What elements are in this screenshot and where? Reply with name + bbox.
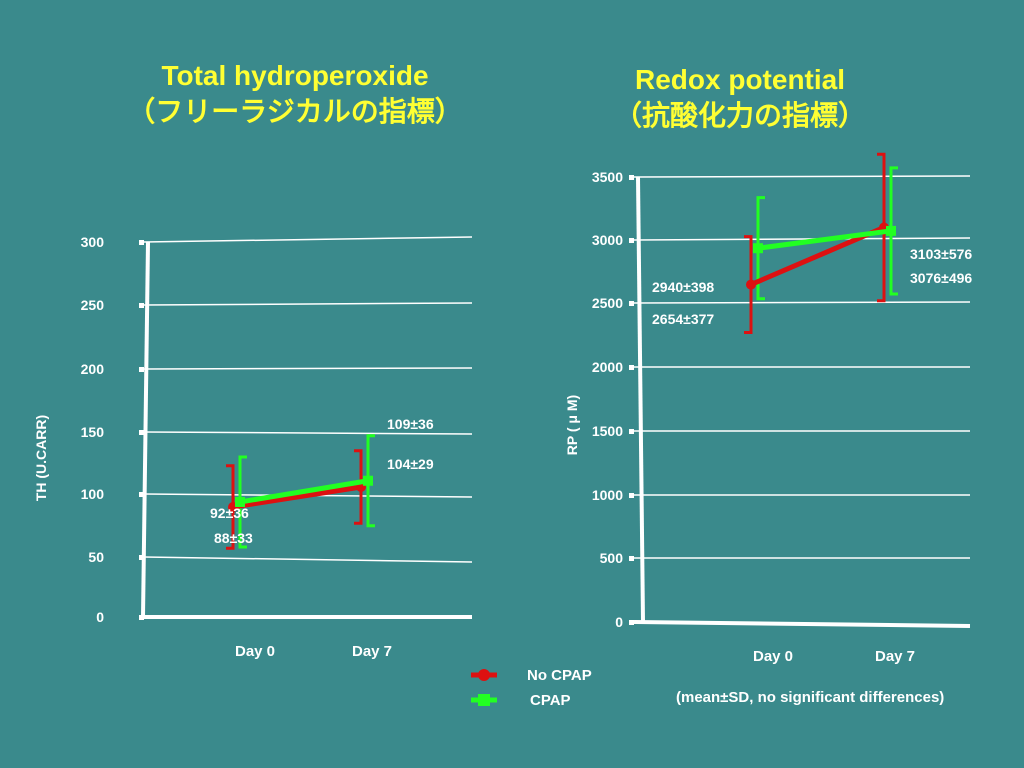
gridline xyxy=(633,237,971,241)
tick-mark xyxy=(629,365,634,370)
gridline xyxy=(143,302,473,306)
gridline xyxy=(143,431,473,435)
y-tick-label: 2000 xyxy=(592,359,623,375)
x-category-label: Day 7 xyxy=(352,643,392,660)
y-axis-line xyxy=(636,176,645,623)
series-line-cpap xyxy=(757,228,892,251)
tick-mark xyxy=(629,429,634,434)
gridline xyxy=(143,556,473,563)
data-label: 3076±496 xyxy=(910,270,972,286)
gridline xyxy=(633,175,971,178)
chart2-subtitle: （抗酸化力の指標） xyxy=(613,100,866,131)
data-label: 3103±576 xyxy=(910,246,972,262)
data-point-cpap xyxy=(363,475,373,486)
chart-total-hydroperoxide: 0 50 100 150 200 250 300 TH (U.CARR) Day 0 Day 7 8… xyxy=(33,234,473,660)
y-tick-label: 3500 xyxy=(592,169,623,185)
data-label: 109±36 xyxy=(387,416,434,432)
y-tick-label: 50 xyxy=(88,549,104,565)
chart1-subtitle: （フリーラジカルの指標） xyxy=(127,96,463,127)
x-category-label: Day 0 xyxy=(753,648,793,665)
y-axis-label: TH (U.CARR) xyxy=(33,415,49,501)
data-point-no-cpap xyxy=(746,279,756,290)
gridline xyxy=(633,301,971,304)
chart2-title-line1: Redox potential xyxy=(634,64,845,95)
y-tick-label: 0 xyxy=(615,614,623,630)
chart2-title: Redox potential （抗酸化力の指標） xyxy=(540,62,940,134)
y-tick-label: 250 xyxy=(81,297,105,313)
x-category-label: Day 7 xyxy=(875,648,915,665)
legend-label: CPAP xyxy=(530,692,571,709)
data-point-cpap xyxy=(753,243,763,254)
tick-mark xyxy=(139,492,144,497)
y-axis-label: RP ( μ M) xyxy=(564,395,580,455)
chart-redox-potential: 0 500 1000 1500 2000 2500 3000 3500 RP ( μ M) Day… xyxy=(564,152,972,665)
data-label: 88±33 xyxy=(214,530,253,546)
legend-label: No CPAP xyxy=(527,667,592,684)
tick-mark xyxy=(629,175,634,180)
y-tick-label: 2500 xyxy=(592,295,623,311)
y-tick-label: 3000 xyxy=(592,232,623,248)
data-point-cpap xyxy=(235,497,245,507)
y-tick-label: 500 xyxy=(600,550,624,566)
y-tick-label: 150 xyxy=(81,424,105,440)
y-tick-label: 1500 xyxy=(592,423,623,439)
gridline xyxy=(143,367,473,370)
x-axis-line xyxy=(633,620,971,628)
data-label: 2940±398 xyxy=(652,279,714,295)
legend-marker-cpap xyxy=(478,694,490,706)
chart1-title: Total hydroperoxide （フリーラジカルの指標） xyxy=(90,58,500,130)
tick-mark xyxy=(139,430,144,435)
y-tick-label: 200 xyxy=(81,361,105,377)
data-label: 104±29 xyxy=(387,456,434,472)
tick-mark xyxy=(139,367,144,372)
tick-mark xyxy=(139,615,144,620)
y-axis-line xyxy=(141,241,150,618)
data-label: 2654±377 xyxy=(652,311,714,327)
series-line-no-cpap xyxy=(232,484,362,510)
tick-mark xyxy=(139,303,144,308)
data-label: 92±36 xyxy=(210,505,249,521)
legend: No CPAP CPAP xyxy=(471,667,592,709)
tick-mark xyxy=(139,555,144,560)
tick-mark xyxy=(629,556,634,561)
tick-mark xyxy=(629,620,634,625)
y-tick-label: 100 xyxy=(81,486,105,502)
legend-marker-no-cpap xyxy=(478,669,490,681)
tick-mark xyxy=(139,240,144,245)
footnote: (mean±SD, no significant differences) xyxy=(676,689,945,706)
tick-mark xyxy=(629,238,634,243)
data-point-cpap xyxy=(886,225,896,236)
x-category-label: Day 0 xyxy=(235,643,275,660)
y-tick-label: 0 xyxy=(96,609,104,625)
gridline xyxy=(143,236,473,243)
series-line-cpap xyxy=(239,478,369,505)
tick-mark xyxy=(629,301,634,306)
chart1-title-line1: Total hydroperoxide xyxy=(161,60,429,91)
tick-mark xyxy=(629,493,634,498)
y-tick-label: 300 xyxy=(81,234,105,250)
y-tick-label: 1000 xyxy=(592,487,623,503)
